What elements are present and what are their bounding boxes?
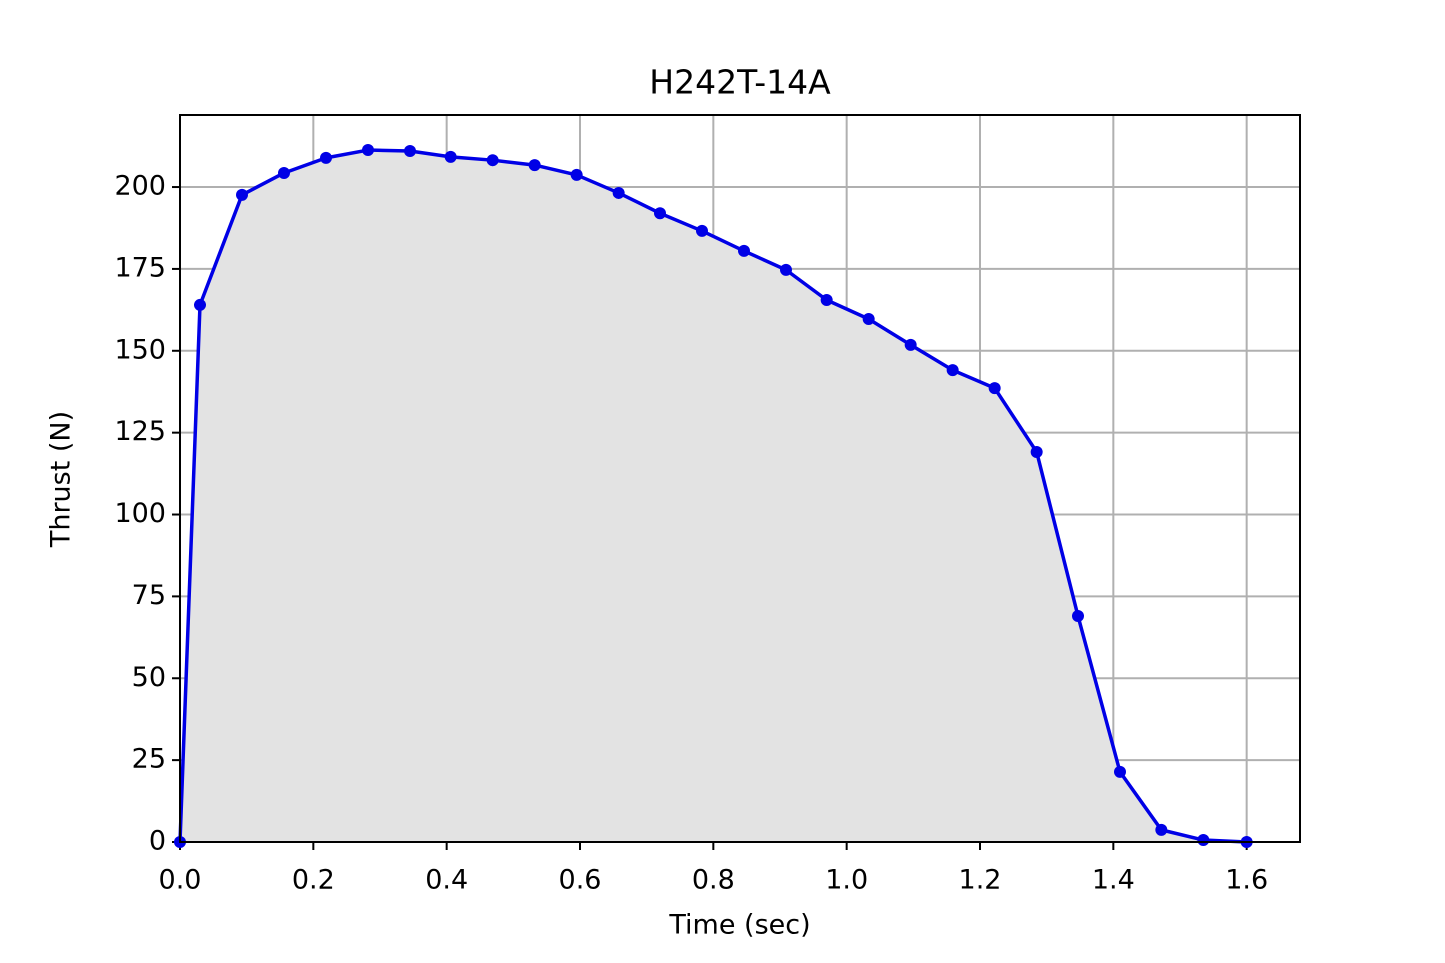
chart-title: H242T-14A (649, 63, 831, 102)
x-tick-label: 1.4 (1092, 865, 1135, 896)
y-tick-label: 100 (114, 498, 166, 529)
point (444, 150, 457, 163)
point (612, 186, 625, 199)
point (320, 151, 332, 164)
point (780, 263, 792, 276)
x-tick-label: 0.2 (292, 865, 335, 896)
point (278, 166, 290, 179)
point (194, 298, 206, 311)
area (180, 150, 1247, 842)
y-tick-label: 125 (114, 416, 166, 447)
point (988, 382, 1001, 395)
y-tick-label: 175 (114, 252, 166, 283)
plot-frame (179, 114, 1301, 843)
point (1030, 445, 1043, 458)
point (820, 294, 833, 307)
point (654, 207, 666, 220)
point (696, 224, 708, 237)
point (528, 159, 541, 172)
point (904, 338, 917, 351)
point (738, 244, 750, 257)
y-tick-label: 200 (114, 171, 166, 202)
point (1197, 834, 1210, 847)
x-tick-label: 0.8 (692, 865, 735, 896)
point (1072, 610, 1084, 623)
y-tick-label: 150 (114, 334, 166, 365)
y-axis-label: Thrust (N) (46, 411, 77, 548)
point (486, 154, 499, 167)
x-tick-label: 1.6 (1225, 865, 1268, 896)
point (404, 145, 416, 158)
point (862, 313, 875, 326)
y-tick-label: 0 (149, 826, 166, 857)
point (946, 364, 959, 377)
point (1114, 765, 1126, 778)
x-tick-label: 1.2 (959, 865, 1002, 896)
x-tick-label: 0.4 (425, 865, 468, 896)
point (1155, 823, 1168, 836)
y-tick-label: 50 (132, 662, 166, 693)
point (236, 188, 248, 201)
x-tick-label: 0.6 (559, 865, 602, 896)
x-tick-label: 0.0 (159, 865, 202, 896)
point (362, 144, 374, 157)
x-tick-label: 1.0 (825, 865, 868, 896)
point (570, 168, 583, 181)
x-axis-label: Time (sec) (668, 910, 810, 941)
y-tick-label: 75 (132, 580, 166, 611)
y-tick-label: 25 (132, 744, 166, 775)
